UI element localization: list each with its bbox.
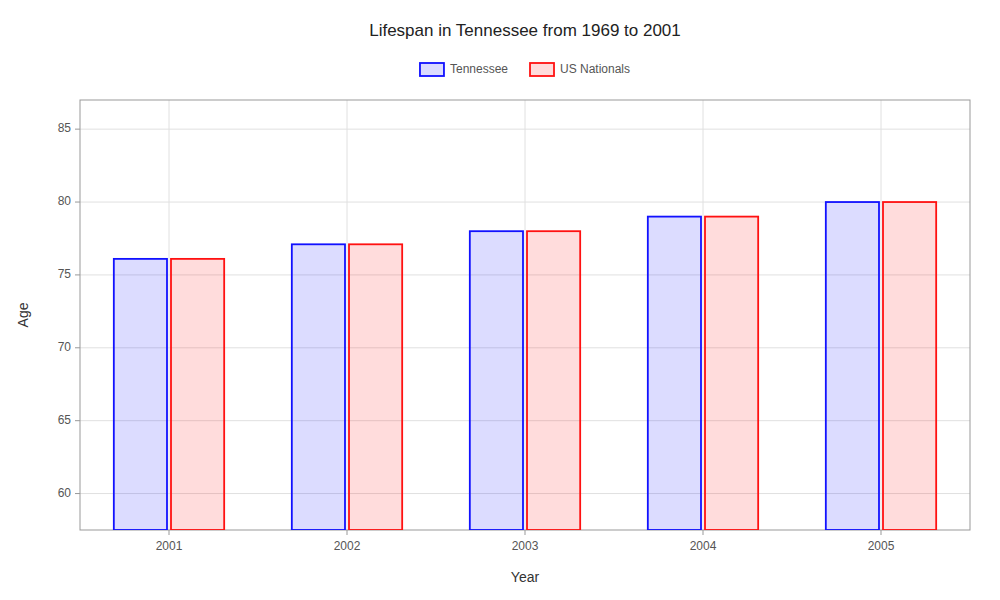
x-tick-label: 2003	[512, 539, 539, 553]
x-grid-line	[169, 100, 170, 530]
legend-swatch	[530, 63, 554, 76]
legend-swatch	[420, 63, 444, 76]
y-tick-label: 75	[58, 267, 72, 281]
bar	[883, 202, 936, 530]
legend-label: US Nationals	[560, 62, 630, 76]
y-tick-label: 65	[58, 413, 72, 427]
bar	[527, 231, 580, 530]
grid	[80, 100, 970, 530]
y-axis: 60 65 70 75 80 85	[58, 121, 80, 499]
x-grid-line	[347, 100, 348, 530]
bar	[470, 231, 523, 530]
legend-item: US Nationals	[530, 62, 630, 76]
x-tick-label: 2002	[334, 539, 361, 553]
y-tick	[75, 274, 80, 275]
y-tick-label: 70	[58, 340, 72, 354]
y-tick-label: 85	[58, 121, 72, 135]
x-tick-label: 2001	[156, 539, 183, 553]
chart-svg: 60 65 70 75 80 85 2001 2002 2003 2004 2005 Year Age L…	[0, 0, 1000, 600]
background	[0, 0, 1000, 600]
bar	[705, 217, 758, 530]
y-tick	[75, 202, 80, 203]
y-tick-label: 80	[58, 194, 72, 208]
bars	[114, 202, 936, 530]
x-axis-label: Year	[511, 569, 540, 585]
x-tick	[525, 530, 526, 535]
x-grid-line	[881, 100, 882, 530]
x-tick	[703, 530, 704, 535]
bar	[826, 202, 879, 530]
bar	[114, 259, 167, 530]
y-axis-label: Age	[15, 302, 31, 327]
x-tick	[347, 530, 348, 535]
x-tick	[169, 530, 170, 535]
x-tick	[881, 530, 882, 535]
legend-item: Tennessee	[420, 62, 508, 76]
y-tick	[75, 347, 80, 348]
y-tick	[75, 129, 80, 130]
chart-container: 60 65 70 75 80 85 2001 2002 2003 2004 2005 Year Age L…	[0, 0, 1000, 600]
x-grid-line	[525, 100, 526, 530]
y-tick	[75, 420, 80, 421]
x-axis: 2001 2002 2003 2004 2005	[156, 530, 895, 553]
legend: Tennessee US Nationals	[420, 62, 630, 76]
plot-frame	[80, 100, 970, 530]
y-tick-label: 60	[58, 486, 72, 500]
bar	[292, 244, 345, 530]
x-grid-line	[703, 100, 704, 530]
x-tick-label: 2004	[690, 539, 717, 553]
bar	[648, 217, 701, 530]
bar	[349, 244, 402, 530]
x-tick-label: 2005	[868, 539, 895, 553]
y-tick	[75, 493, 80, 494]
bar	[171, 259, 224, 530]
chart-title: Lifespan in Tennessee from 1969 to 2001	[369, 21, 681, 40]
legend-label: Tennessee	[450, 62, 508, 76]
